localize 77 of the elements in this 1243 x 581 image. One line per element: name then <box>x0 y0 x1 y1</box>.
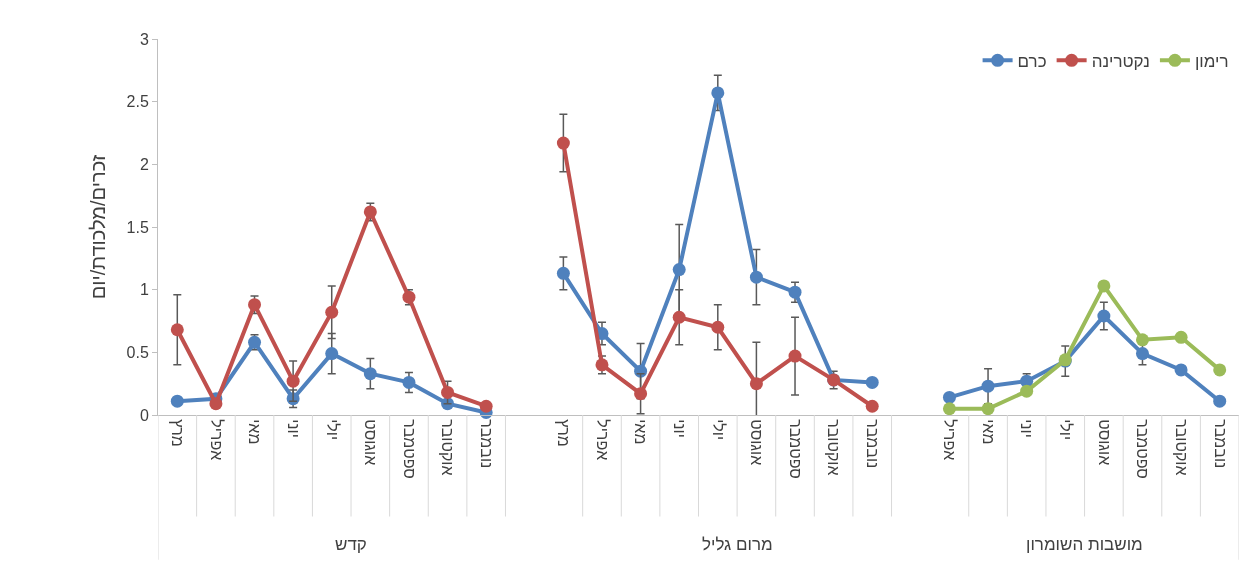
point <box>325 347 339 361</box>
point <box>1097 279 1111 293</box>
x-tick-label: מרץ <box>555 419 573 447</box>
point <box>1174 363 1188 377</box>
point <box>170 394 184 408</box>
point <box>749 377 763 391</box>
point <box>1020 384 1034 398</box>
point <box>788 349 802 363</box>
x-tick-label: מאי <box>632 419 650 445</box>
x-tick-label: נובמבר <box>864 419 882 469</box>
x-tick-label: מרץ <box>169 419 187 447</box>
x-tick-label: יוני <box>284 419 302 438</box>
x-tick-label: יולי <box>709 419 727 441</box>
point <box>865 375 879 389</box>
x-tick-label: יולי <box>323 419 341 441</box>
point <box>942 402 956 416</box>
point <box>556 266 570 280</box>
x-tick-label: אוגוסט <box>362 419 380 466</box>
point <box>209 397 223 411</box>
point <box>363 367 377 381</box>
point <box>634 387 648 401</box>
y-axis-title: זכרים/מלכודת/יום <box>87 154 110 300</box>
point <box>788 285 802 299</box>
legend-label: נקטרינה <box>1091 51 1150 71</box>
legend-label: רימון <box>1194 51 1229 71</box>
text: מושבות השומרון <box>1026 535 1143 554</box>
point <box>672 310 686 324</box>
text: קדש <box>335 535 367 554</box>
point <box>1135 333 1149 347</box>
point <box>942 390 956 404</box>
point <box>981 402 995 416</box>
point <box>325 305 339 319</box>
y-tick-label: 3 <box>139 30 149 48</box>
point <box>402 375 416 389</box>
x-tick-label: נובמבר <box>1211 419 1229 469</box>
y-tick-label: 0.5 <box>126 343 149 361</box>
point <box>1213 394 1227 408</box>
x-tick-label: יוני <box>671 419 688 438</box>
point <box>1135 347 1149 361</box>
y-tick-label: 1.5 <box>126 218 149 236</box>
point <box>170 323 184 337</box>
legend-label: כרם <box>1017 51 1047 71</box>
x-tick-label: ספטמבר <box>400 419 418 479</box>
point <box>441 385 455 399</box>
x-tick-label: אוקטובר <box>439 419 457 476</box>
point <box>672 263 686 277</box>
point <box>865 399 879 413</box>
x-tick-label: אפריל <box>593 419 611 461</box>
point <box>556 136 570 150</box>
x-tick-label: מאי <box>246 419 264 445</box>
point <box>479 399 493 413</box>
x-tick-label: אוקטובר <box>1172 419 1190 476</box>
y-tick-label: 2.5 <box>126 93 149 111</box>
x-tick-label: אוגוסט <box>748 419 766 466</box>
point <box>286 374 300 388</box>
x-tick-label: ספטמבר <box>786 419 804 479</box>
x-tick-label: אפריל <box>207 419 225 461</box>
point <box>711 86 725 100</box>
point <box>1213 363 1227 377</box>
point <box>749 270 763 284</box>
x-tick-label: מאי <box>979 419 997 445</box>
x-tick-label: אפריל <box>941 419 959 461</box>
y-tick-label: 0 <box>139 406 149 424</box>
y-tick-label: 2 <box>139 155 149 173</box>
point <box>634 364 648 378</box>
text: מרום גליל <box>702 535 773 554</box>
x-tick-label: ספטמבר <box>1134 419 1152 479</box>
x-tick-label: אוקטובר <box>825 419 843 476</box>
point <box>981 379 995 393</box>
point <box>711 320 725 334</box>
x-tick-label: אוגוסט <box>1095 419 1113 466</box>
x-tick-label: יולי <box>1057 419 1075 441</box>
x-tick-label: יוני <box>1018 419 1036 438</box>
x-tick-label: נובמבר <box>477 419 495 469</box>
y-tick-label: 1 <box>139 281 149 299</box>
point <box>1097 309 1111 323</box>
point <box>1174 330 1188 344</box>
